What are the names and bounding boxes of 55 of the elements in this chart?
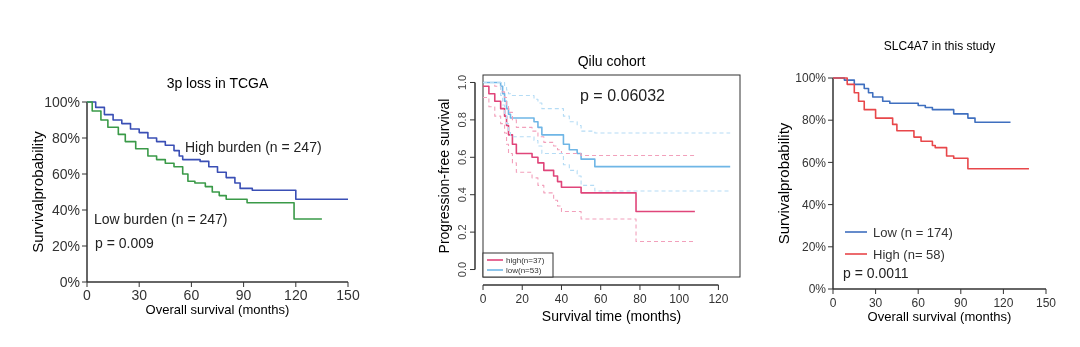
x-tick-label: 30 — [868, 296, 883, 310]
chart-title: Qilu cohort — [577, 53, 646, 69]
y-axis-title: Survivalprobability — [29, 130, 46, 253]
y-tick-label: 0% — [59, 273, 80, 290]
x-tick-label: 60 — [594, 292, 608, 306]
x-tick-label: 40 — [554, 292, 569, 306]
series-label: Low burden (n = 247) — [94, 211, 228, 227]
x-tick-label: 150 — [336, 287, 360, 303]
y-tick-label: 80% — [801, 113, 827, 128]
annotation: p = 0.06032 — [580, 87, 666, 104]
annotation: p = 0.0011 — [843, 265, 909, 281]
x-axis-title: Overall survival (months) — [145, 302, 290, 317]
legend-label: low(n=53) — [506, 265, 542, 275]
y-tick-label: 60% — [51, 165, 80, 182]
legend-label: Low (n = 174) — [873, 224, 953, 240]
x-axis-title: Survival time (months) — [541, 308, 682, 324]
y-tick-label: 0.0 — [456, 261, 468, 278]
chart-title: SLC4A7 in this study — [883, 39, 996, 53]
chart-title: 3p loss in TCGA — [166, 75, 269, 91]
y-tick-label: 0.8 — [456, 112, 468, 128]
y-tick-label: 0.2 — [456, 224, 468, 240]
y-tick-label: 0.6 — [456, 149, 468, 165]
series-label: High burden (n = 247) — [185, 139, 322, 155]
annotation: p = 0.009 — [95, 235, 154, 251]
legend-label: High (n= 58) — [873, 246, 945, 262]
x-tick-label: 120 — [708, 292, 729, 306]
x-tick-label: 90 — [954, 296, 968, 310]
y-axis-title: Progression-free survival — [436, 98, 452, 254]
y-tick-label: 20% — [51, 237, 80, 254]
y-tick-label: 100% — [44, 93, 80, 110]
x-tick-label: 100 — [669, 292, 690, 306]
x-tick-label: 80 — [633, 292, 647, 306]
x-tick-label: 120 — [284, 287, 308, 303]
legend-label: high(n=37) — [506, 255, 545, 265]
y-tick-label: 1.0 — [456, 74, 468, 91]
y-tick-label: 80% — [51, 129, 80, 146]
y-tick-label: 0% — [808, 282, 827, 297]
x-axis-title: Overall survival (months) — [867, 309, 1012, 324]
x-tick-label: 0 — [83, 287, 92, 303]
y-tick-label: 40% — [801, 197, 827, 212]
x-tick-label: 0 — [479, 292, 487, 306]
y-tick-label: 20% — [801, 240, 827, 254]
x-tick-label: 0 — [829, 296, 837, 310]
y-tick-label: 40% — [51, 201, 80, 218]
x-tick-label: 30 — [131, 287, 148, 303]
y-tick-label: 100% — [795, 71, 827, 86]
x-tick-label: 20 — [515, 292, 530, 306]
y-axis-title: Survivalprobability — [775, 122, 792, 245]
x-tick-label: 60 — [911, 296, 926, 310]
y-tick-label: 60% — [801, 155, 827, 170]
x-tick-label: 90 — [235, 287, 252, 303]
x-tick-label: 120 — [993, 296, 1014, 310]
y-tick-label: 0.4 — [456, 187, 468, 203]
x-tick-label: 60 — [183, 287, 200, 303]
x-tick-label: 150 — [1035, 296, 1057, 310]
